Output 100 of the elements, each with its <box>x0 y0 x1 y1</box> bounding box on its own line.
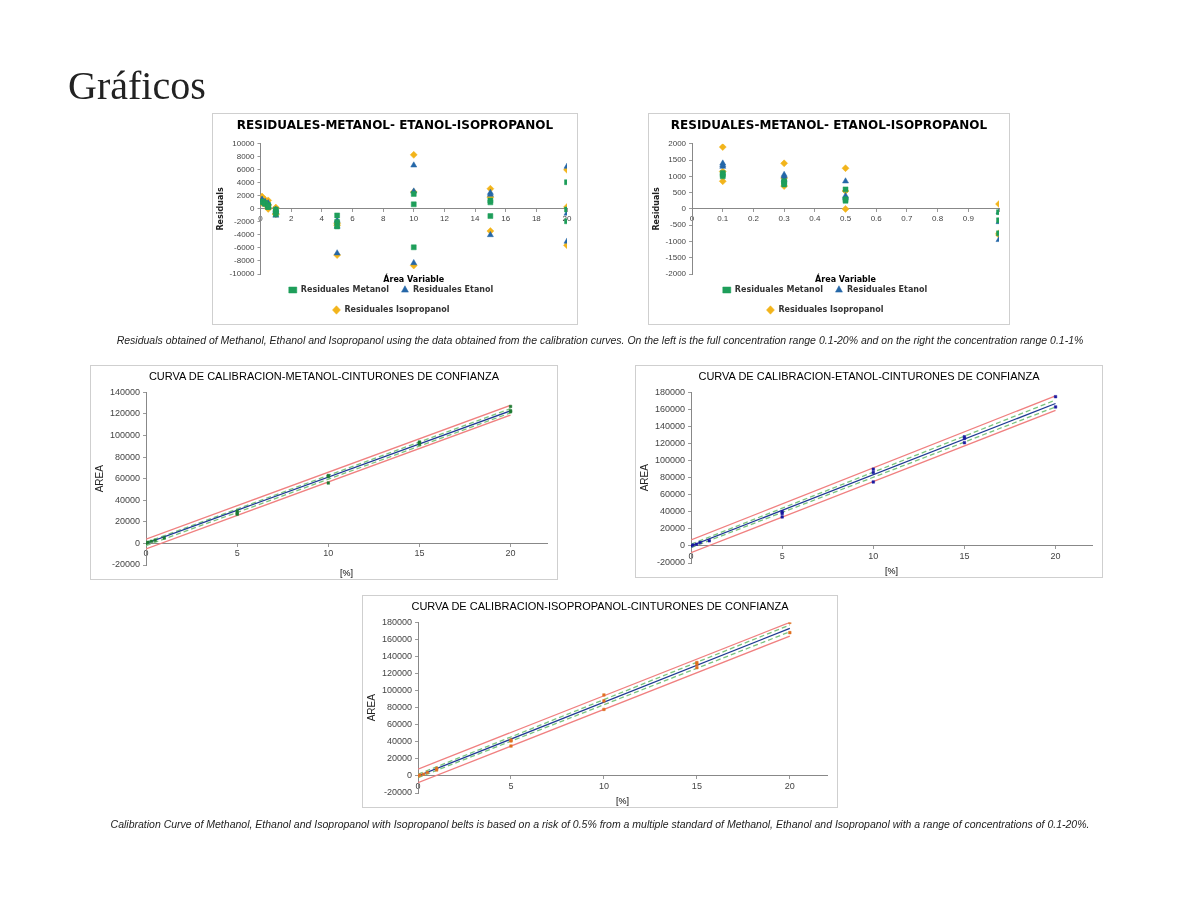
y-tick-label: -20000 <box>657 557 686 568</box>
x-tick-label: 20 <box>1050 550 1061 561</box>
y-tick-label: 80000 <box>115 451 141 462</box>
y-tick-label: 8000 <box>236 152 256 162</box>
y-tick-label: 100000 <box>381 685 413 696</box>
x-tick-label: 15 <box>414 548 425 559</box>
x-tick-label: 6 <box>350 213 356 223</box>
legend-label: Residuales Metanol <box>300 285 390 295</box>
chart-title: CURVA DE CALIBRACION-ETANOL-CINTURONES DE CONFIANZA <box>697 370 1041 382</box>
y-tick-label: -1500 <box>665 252 687 262</box>
y-tick-label: 140000 <box>381 651 413 661</box>
y-tick-label: 100000 <box>109 430 141 441</box>
y-axis-title: AREA <box>638 463 650 492</box>
x-tick-label: 20 <box>505 548 516 559</box>
x-tick-label: 14 <box>470 213 481 223</box>
y-tick-label: 140000 <box>109 386 141 397</box>
x-axis-title: [%] <box>615 796 630 806</box>
y-tick-label: -8000 <box>234 256 256 266</box>
y-tick-label: 120000 <box>109 408 141 419</box>
y-tick-label: -500 <box>670 220 687 230</box>
legend-label: Residuales Etanol <box>412 285 494 295</box>
y-tick-label: 2000 <box>236 191 256 201</box>
text: Residuals obtained of Methanol, Ethanol and Isopropanol using the data obtained from the calibration curves. On the left is the full concentration range 0.1-20% and on the right the concentration range 0.1-1% <box>115 334 1085 346</box>
y-tick-label: -4000 <box>234 230 256 240</box>
x-axis-title: Área Variable <box>382 275 446 284</box>
y-tick-label: 80000 <box>660 472 686 483</box>
x-tick-label: 0.2 <box>747 213 760 223</box>
legend-label: Residuales Isopropanol <box>344 305 450 315</box>
x-tick-label: 10 <box>868 550 879 561</box>
y-tick-label: 40000 <box>660 506 686 517</box>
chart-title: RESIDUALES-METANOL- ETANOL-ISOPROPANOL <box>235 118 555 132</box>
legend-label: Residuales Etanol <box>846 285 928 295</box>
y-tick-label: 6000 <box>236 165 256 175</box>
x-tick-label: 0.8 <box>932 213 944 223</box>
y-axis-title: AREA <box>365 693 377 722</box>
chart-title: RESIDUALES-METANOL- ETANOL-ISOPROPANOL <box>669 118 989 132</box>
y-tick-label: 1000 <box>668 171 687 181</box>
x-axis-title: Área Variable <box>814 275 877 284</box>
text: Calibration Curve of Methanol, Ethanol and Isopropanol with Isopropanol belts is based on a risk of 0.5% from a multiple standard of Methanol, Ethanol and Isopropanol with a range of concentrations of 0.1-20%. <box>109 818 1091 830</box>
y-tick-label: -6000 <box>234 243 256 253</box>
x-tick-label: 10 <box>409 213 419 223</box>
y-tick-label: 0 <box>135 537 141 548</box>
x-axis-title: [%] <box>884 566 899 576</box>
x-tick-label: 0.3 <box>778 213 791 223</box>
text: Gráficos <box>68 62 206 109</box>
legend-label: Residuales Metanol <box>734 285 824 295</box>
y-tick-label: 500 <box>672 187 687 197</box>
x-tick-label: 12 <box>439 213 450 223</box>
y-tick-label: -20000 <box>112 559 141 570</box>
x-tick-label: 5 <box>234 548 240 559</box>
legend-label: Residuales Isopropanol <box>778 305 884 315</box>
y-tick-label: -20000 <box>384 787 413 798</box>
y-tick-label: 160000 <box>654 403 686 414</box>
y-tick-label: 1500 <box>668 155 687 165</box>
x-tick-label: 10 <box>598 780 609 791</box>
y-tick-label: 10000 <box>232 139 256 148</box>
x-tick-label: 0.4 <box>809 213 821 223</box>
y-tick-label: 0 <box>407 770 413 781</box>
y-tick-label: 20000 <box>387 753 413 764</box>
x-tick-label: 0.9 <box>962 213 975 223</box>
y-tick-label: 2000 <box>668 139 687 148</box>
y-axis-title: Residuals <box>651 186 661 231</box>
x-tick-label: 10 <box>323 548 334 559</box>
y-tick-label: 60000 <box>387 719 413 730</box>
chart-title: CURVA DE CALIBRACION-ISOPROPANOL-CINTURONES DE CONFIANZA <box>410 600 790 612</box>
y-tick-label: 0 <box>680 540 686 551</box>
x-tick-label: 0.1 <box>717 213 729 223</box>
y-tick-label: 160000 <box>381 633 413 644</box>
x-tick-label: 2 <box>288 213 294 223</box>
y-axis-title: Residuals <box>215 186 225 231</box>
y-tick-label: -10000 <box>229 269 256 279</box>
x-tick-label: 20 <box>562 213 572 223</box>
y-tick-label: 100000 <box>654 455 686 466</box>
y-tick-label: 40000 <box>115 494 141 505</box>
y-tick-label: 60000 <box>115 473 141 484</box>
y-tick-label: 20000 <box>660 523 686 534</box>
y-tick-label: 60000 <box>660 489 686 500</box>
x-tick-label: 20 <box>784 780 795 791</box>
x-tick-label: 4 <box>319 213 325 223</box>
y-tick-label: 0 <box>250 204 256 214</box>
x-axis-title: [%] <box>339 568 354 578</box>
y-axis-title: AREA <box>93 464 105 493</box>
x-tick-label: 16 <box>501 213 511 223</box>
y-tick-label: -2000 <box>665 269 687 279</box>
chart-title: CURVA DE CALIBRACION-METANOL-CINTURONES DE CONFIANZA <box>147 370 501 382</box>
y-tick-label: 40000 <box>387 736 413 747</box>
x-tick-label: 18 <box>531 213 542 223</box>
y-tick-label: 140000 <box>654 421 686 431</box>
y-tick-label: 0 <box>681 204 687 214</box>
x-tick-label: 0.7 <box>901 213 914 223</box>
y-tick-label: 20000 <box>115 516 141 527</box>
y-tick-label: 120000 <box>381 668 413 679</box>
y-tick-label: 180000 <box>381 616 413 627</box>
y-tick-label: 180000 <box>654 386 686 397</box>
x-tick-label: 0.6 <box>870 213 883 223</box>
x-tick-label: 0.5 <box>839 213 852 223</box>
y-tick-label: 120000 <box>654 438 686 449</box>
x-tick-label: 8 <box>380 213 386 223</box>
y-tick-label: -1000 <box>665 236 687 246</box>
x-tick-label: 15 <box>691 780 702 791</box>
